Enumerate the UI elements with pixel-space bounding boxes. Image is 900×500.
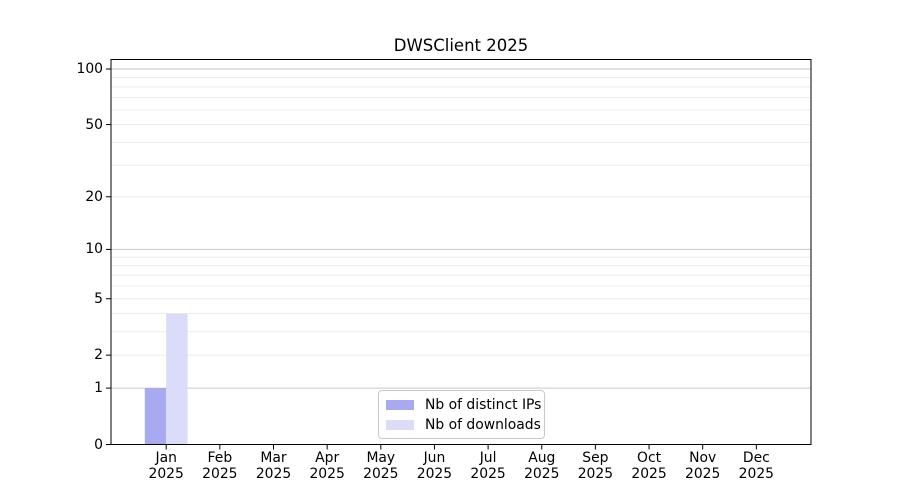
x-tick-year: 2025 bbox=[577, 465, 614, 482]
x-tick-label-jan: Jan 2025 bbox=[138, 450, 194, 482]
x-tick-month: Aug bbox=[528, 450, 556, 466]
x-tick-label-feb: Feb 2025 bbox=[192, 450, 248, 482]
x-tick-month: Apr bbox=[315, 450, 340, 466]
x-tick-year: 2025 bbox=[416, 465, 453, 482]
y-tick-label-5: 5 bbox=[94, 290, 103, 307]
x-tick-month: Mar bbox=[260, 450, 287, 466]
x-tick-year: 2025 bbox=[148, 465, 184, 482]
x-tick-label-mar: Mar 2025 bbox=[246, 450, 302, 482]
x-tick-label-aug: Aug 2025 bbox=[514, 450, 570, 482]
y-tick-label-50: 50 bbox=[85, 116, 103, 133]
x-tick-year: 2025 bbox=[738, 465, 775, 482]
x-tick-label-jul: Jul 2025 bbox=[460, 450, 516, 482]
x-tick-year: 2025 bbox=[524, 465, 560, 482]
legend-label-distinct-ips: Nb of distinct IPs bbox=[425, 396, 542, 413]
legend-item-downloads: Nb of downloads bbox=[386, 417, 541, 433]
x-tick-month: Jan bbox=[155, 450, 177, 466]
y-tick-label-20: 20 bbox=[85, 188, 103, 205]
x-tick-year: 2025 bbox=[202, 465, 238, 482]
x-tick-month: Feb bbox=[207, 450, 233, 466]
x-tick-year: 2025 bbox=[470, 465, 506, 482]
y-tick-label-0: 0 bbox=[94, 436, 103, 453]
bar-downloads-jan bbox=[166, 313, 188, 445]
plot-border bbox=[110, 59, 812, 445]
x-tick-month: Jun bbox=[423, 450, 446, 466]
y-tick-label-100: 100 bbox=[76, 61, 103, 77]
x-tick-year: 2025 bbox=[631, 465, 667, 482]
legend-label-downloads: Nb of downloads bbox=[425, 416, 541, 433]
x-tick-label-jun: Jun 2025 bbox=[406, 450, 462, 482]
legend-item-distinct-ips: Nb of distinct IPs bbox=[386, 397, 541, 413]
y-tick-label-2: 2 bbox=[94, 347, 103, 364]
x-tick-year: 2025 bbox=[309, 465, 345, 482]
x-tick-month: Dec bbox=[742, 450, 770, 466]
x-tick-month: Oct bbox=[637, 450, 662, 466]
legend-swatch-downloads-icon bbox=[386, 419, 414, 430]
x-tick-label-may: May 2025 bbox=[353, 450, 409, 482]
x-tick-label-sep: Sep 2025 bbox=[567, 450, 623, 482]
x-tick-month: May bbox=[366, 450, 396, 466]
x-tick-year: 2025 bbox=[255, 465, 292, 482]
x-tick-month: Sep bbox=[582, 450, 609, 466]
x-tick-year: 2025 bbox=[363, 465, 399, 482]
x-tick-label-dec: Dec 2025 bbox=[728, 450, 784, 482]
x-tick-label-nov: Nov 2025 bbox=[675, 450, 731, 482]
bar-distinct-ips-jan bbox=[144, 388, 167, 445]
x-tick-label-apr: Apr 2025 bbox=[299, 450, 355, 482]
x-tick-year: 2025 bbox=[685, 465, 721, 482]
x-tick-month: Jul bbox=[479, 450, 497, 466]
x-tick-label-oct: Oct 2025 bbox=[621, 450, 677, 482]
chart-title: DWSClient 2025 bbox=[393, 36, 529, 55]
legend-swatch-distinct-ips-icon bbox=[386, 399, 414, 410]
y-tick-label-10: 10 bbox=[85, 241, 103, 258]
y-tick-label-1: 1 bbox=[94, 380, 103, 397]
legend: Nb of distinct IPs Nb of downloads bbox=[378, 390, 545, 439]
x-tick-month: Nov bbox=[689, 450, 717, 466]
